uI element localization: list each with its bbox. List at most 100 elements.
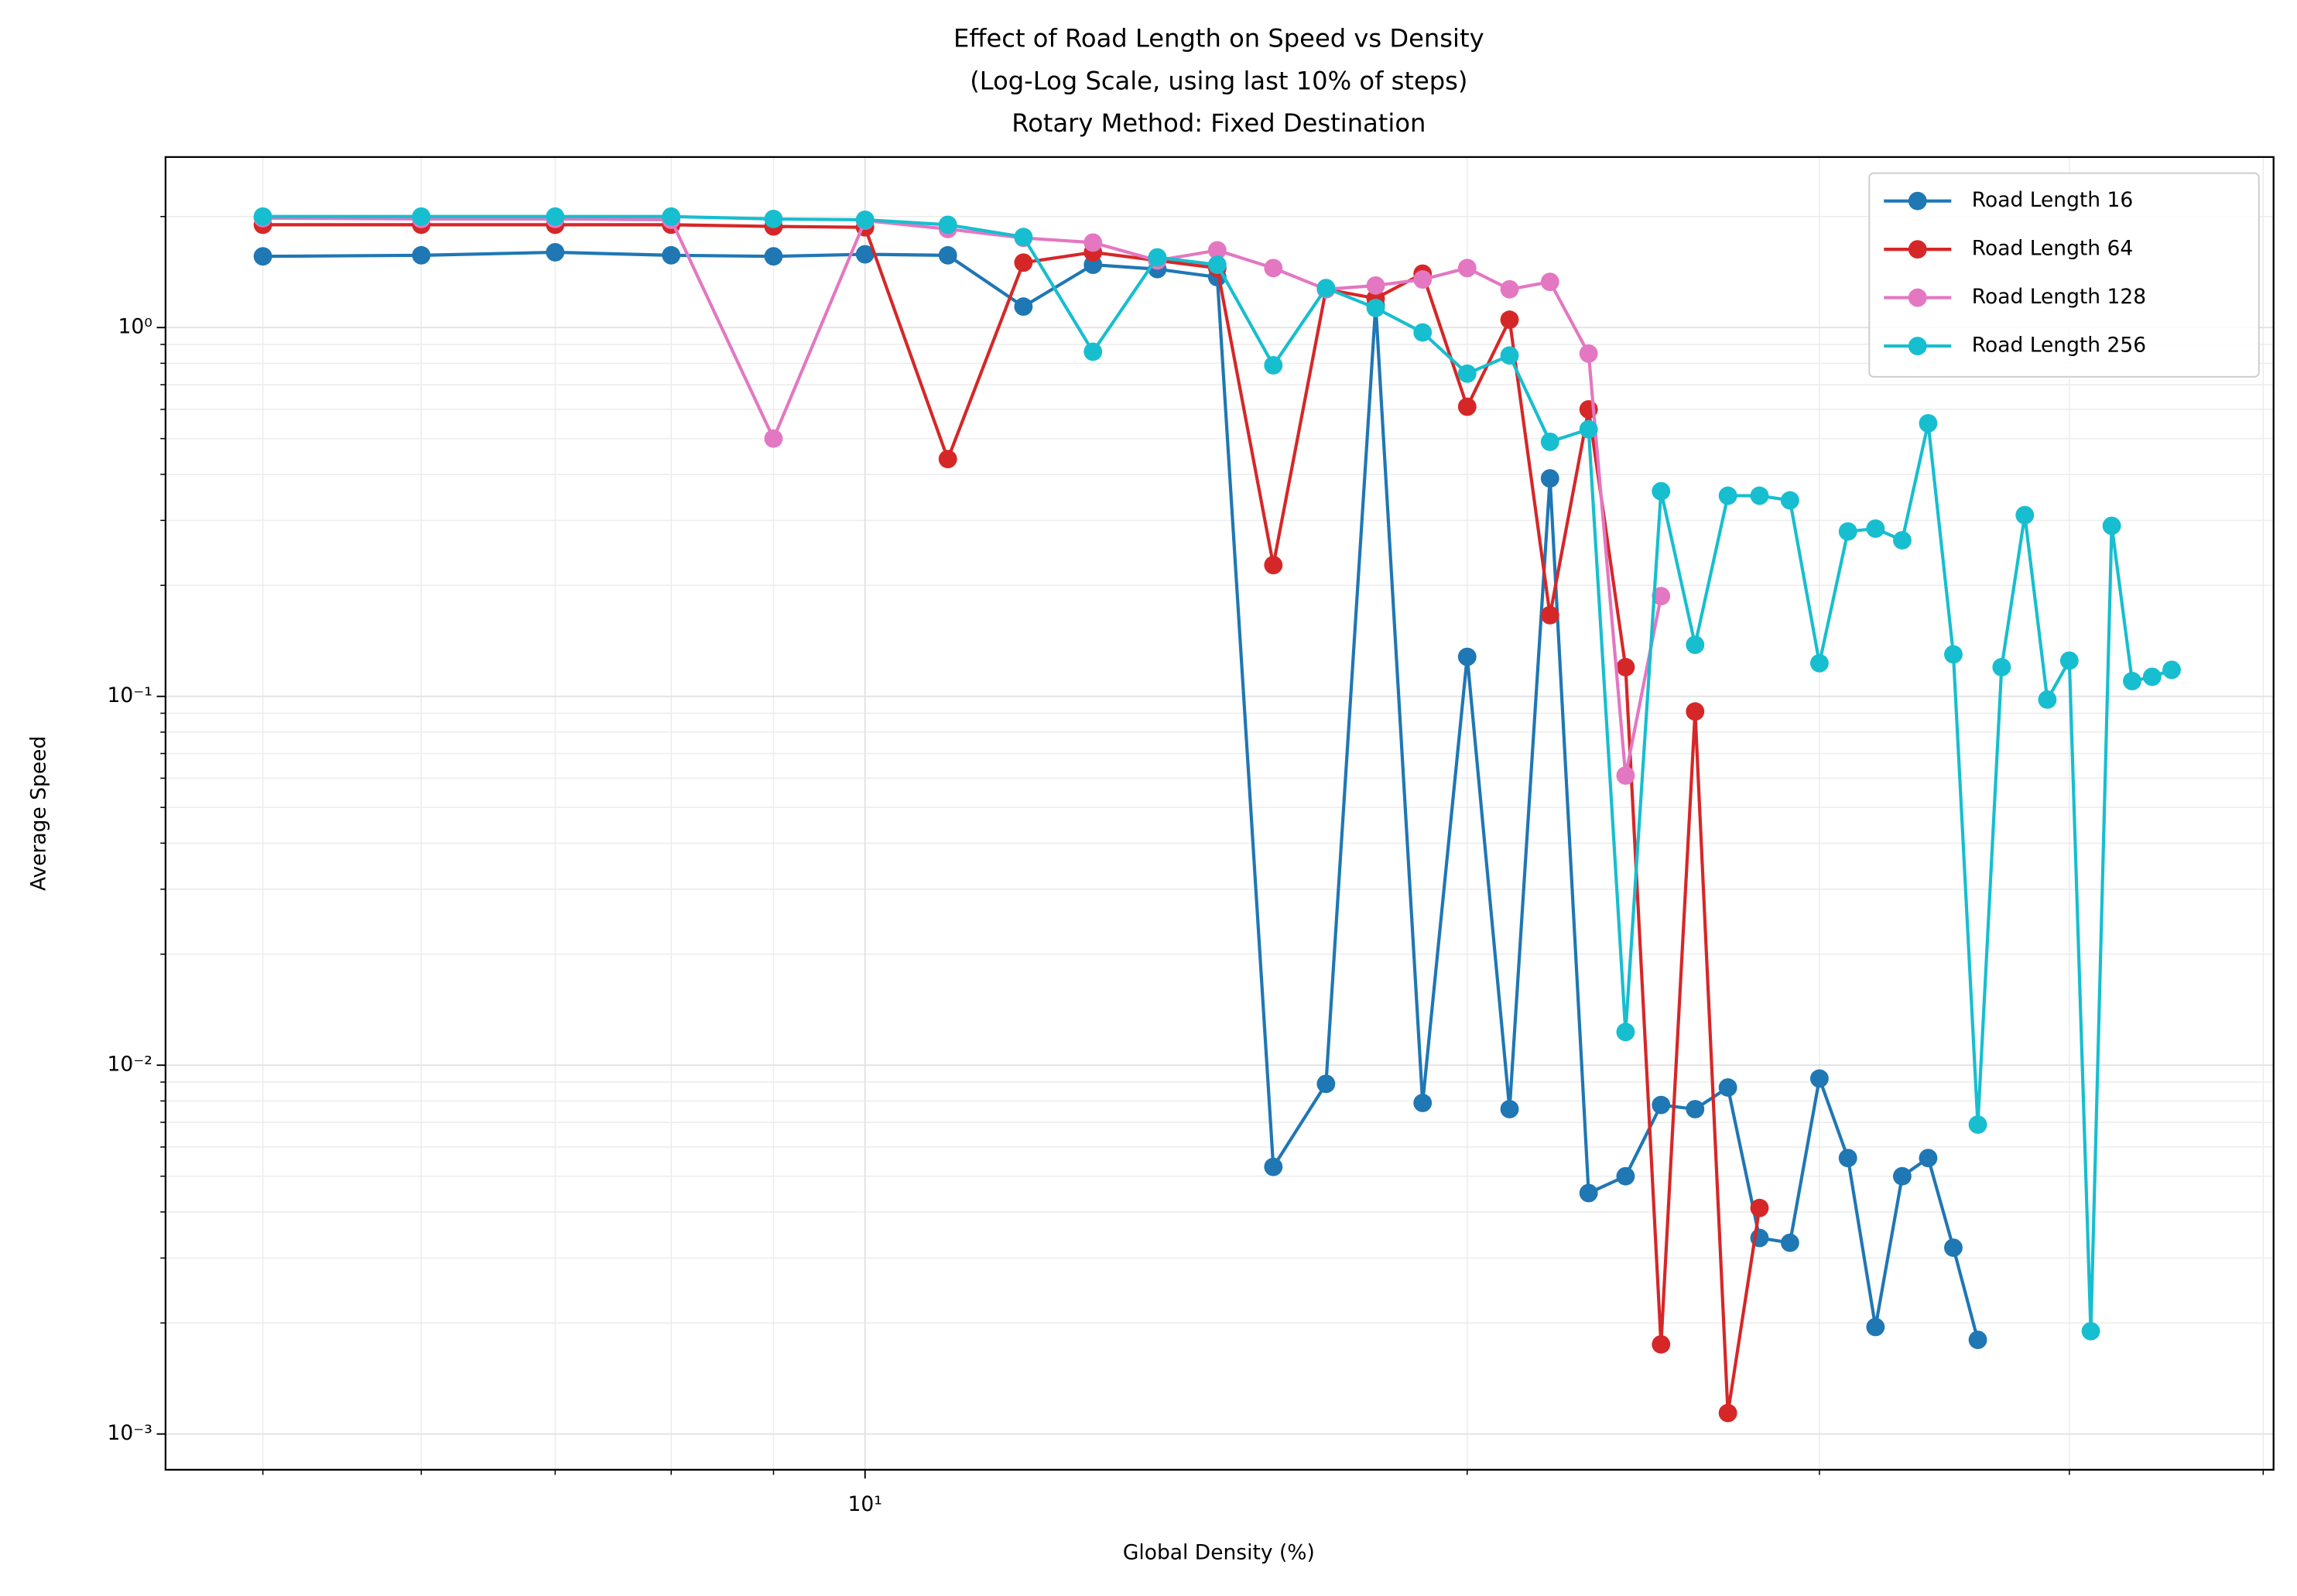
series-line (262, 250, 1980, 1341)
data-point (253, 247, 272, 266)
data-point (546, 207, 565, 226)
chart-title: Effect of Road Length on Speed vs Densit… (953, 23, 1484, 53)
data-point (1892, 531, 1912, 550)
data-point (2102, 516, 2121, 536)
data-point (2038, 690, 2057, 709)
data-point (1809, 1069, 1829, 1088)
data-point (1083, 233, 1103, 252)
data-point (1083, 342, 1103, 361)
data-point (1500, 310, 1519, 330)
data-point (1366, 276, 1385, 295)
data-point (1718, 486, 1737, 505)
data-point (1780, 1233, 1799, 1252)
data-point (2142, 667, 2162, 687)
data-point (2015, 505, 2035, 525)
data-point (412, 207, 431, 226)
data-point (1718, 1403, 1737, 1423)
legend: Road Length 16 Road Length 64 Road Length … (1868, 172, 2260, 378)
data-point (1919, 413, 1938, 433)
chart-title: Rotary Method: Fixed Destination (1012, 108, 1426, 138)
data-point (938, 245, 957, 265)
legend-box (1868, 172, 2260, 378)
series-line (262, 216, 1663, 778)
data-point (1500, 279, 1519, 299)
data-point (1944, 645, 1963, 664)
data-point (1579, 344, 1598, 363)
data-point (938, 450, 957, 469)
x-tick-label: 10¹ (848, 1492, 882, 1516)
data-point (1413, 1094, 1433, 1112)
data-point (2059, 651, 2079, 670)
data-point (1892, 1166, 1912, 1186)
data-point (1148, 248, 1167, 267)
data-point (1652, 1334, 1671, 1354)
data-point (855, 211, 875, 229)
data-point (1540, 432, 1559, 451)
data-point (1866, 1317, 1885, 1337)
data-point (1264, 259, 1283, 278)
data-point (1968, 1331, 1987, 1349)
data-point (1616, 766, 1635, 785)
data-point (253, 207, 272, 226)
data-point (1500, 346, 1519, 365)
data-point (1014, 228, 1033, 247)
y-tick-label: 10⁻² (108, 1053, 152, 1077)
data-point (1686, 702, 1705, 721)
data-point (1413, 323, 1433, 342)
y-tick-label: 10⁻³ (108, 1421, 152, 1445)
data-point (1264, 556, 1283, 574)
data-point (1579, 1183, 1598, 1203)
data-point (1316, 279, 1336, 298)
data-point (2081, 1321, 2100, 1341)
data-point (1652, 587, 1671, 606)
data-point (1540, 469, 1559, 488)
data-point (764, 247, 783, 266)
data-point (1750, 1198, 1769, 1218)
legend-label: Road Length 256 (1972, 334, 2146, 358)
data-point (2162, 660, 2181, 680)
legend-label: Road Length 16 (1972, 188, 2133, 212)
data-point (1968, 1115, 1987, 1134)
data-point (546, 243, 565, 262)
data-point (1919, 1149, 1938, 1168)
data-point (1540, 605, 1559, 625)
data-point (1838, 522, 1857, 541)
data-point (1500, 1100, 1519, 1118)
data-point (1014, 253, 1033, 272)
y-axis-label: Average Speed (27, 736, 51, 891)
data-point (855, 245, 875, 264)
data-point (1457, 259, 1477, 278)
data-point (1992, 658, 2011, 676)
data-point (938, 215, 957, 235)
legend-label: Road Length 64 (1972, 237, 2133, 261)
data-point (1457, 364, 1477, 383)
data-point (1944, 1238, 1963, 1257)
data-point (1750, 486, 1769, 505)
data-point (1686, 635, 1705, 654)
x-axis-label: Global Density (%) (1123, 1540, 1315, 1564)
legend-marker (1908, 288, 1927, 307)
data-point (1838, 1149, 1857, 1168)
data-point (1413, 270, 1433, 289)
y-tick-label: 10⁰ (118, 315, 152, 339)
data-point (1616, 1166, 1635, 1186)
data-point (1316, 1074, 1336, 1094)
data-point (1652, 481, 1671, 501)
data-point (1264, 1157, 1283, 1176)
data-point (1718, 1078, 1737, 1097)
data-point (1207, 241, 1227, 260)
data-point (1686, 1100, 1705, 1118)
y-tick-label: 10⁻¹ (108, 683, 152, 707)
series-line (262, 223, 1761, 1415)
data-point (1366, 298, 1385, 317)
data-point (662, 207, 681, 226)
legend-label: Road Length 128 (1972, 285, 2146, 309)
data-point (1809, 653, 1829, 673)
data-point (412, 245, 431, 265)
legend-marker (1908, 337, 1927, 355)
data-point (1579, 420, 1598, 439)
data-point (764, 429, 783, 448)
data-point (1457, 647, 1477, 666)
data-point (1207, 255, 1227, 275)
